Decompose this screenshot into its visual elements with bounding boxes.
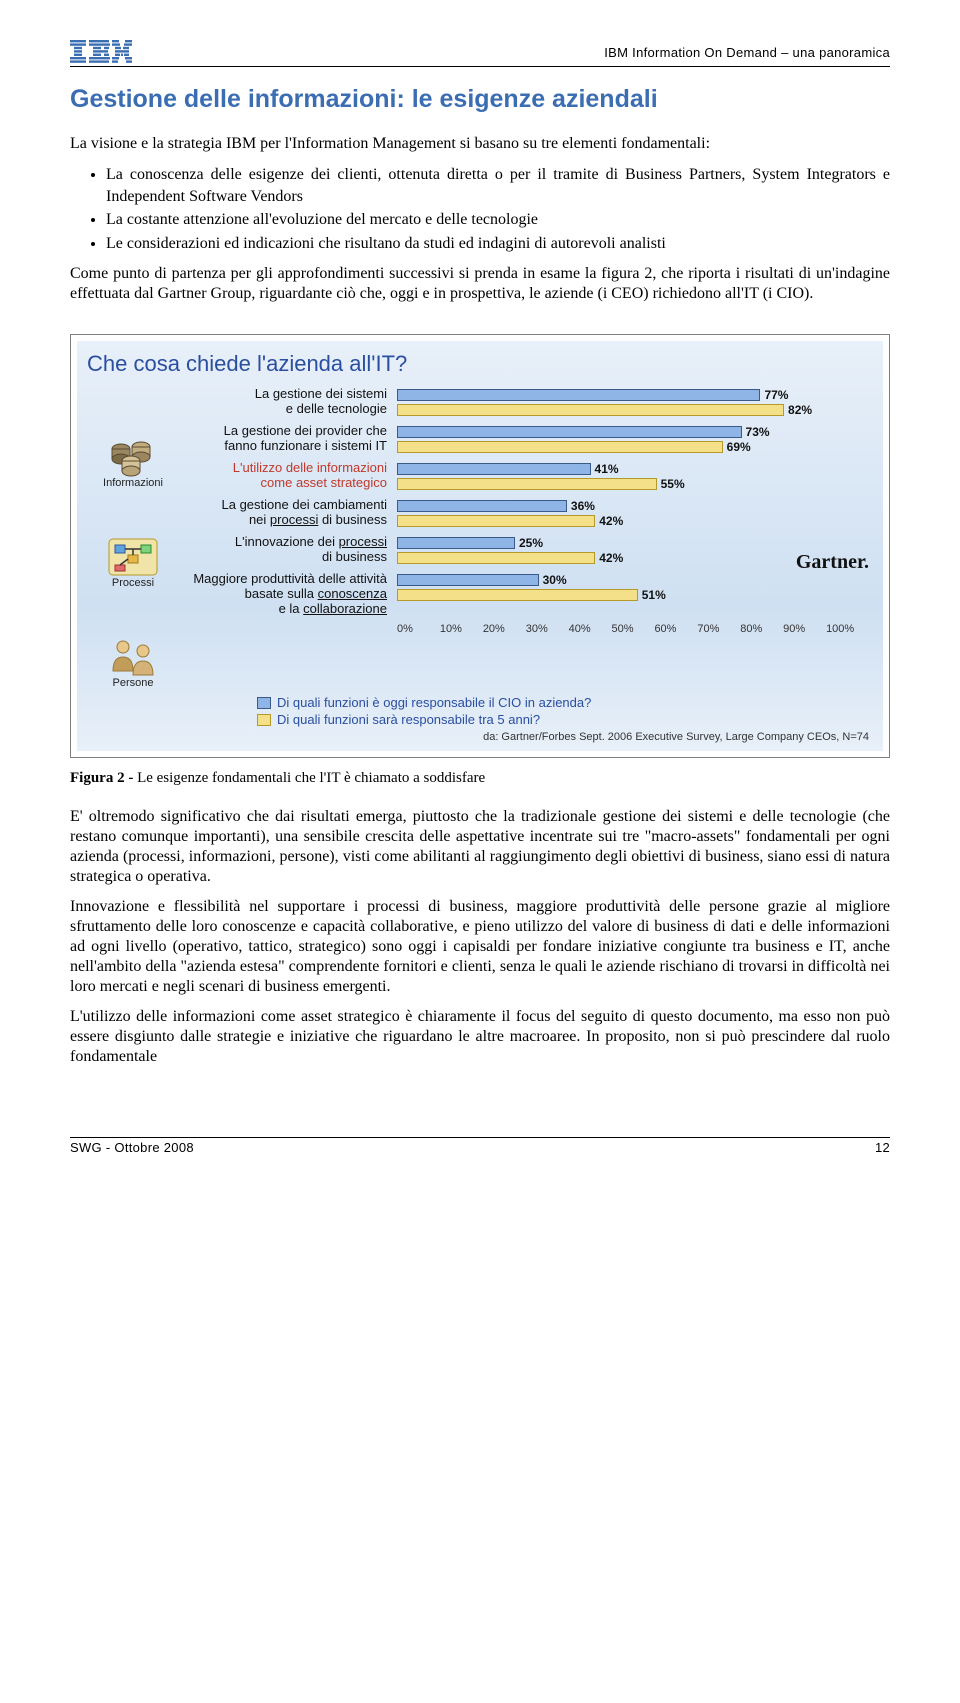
chart-category: La gestione dei cambiamentinei processi … bbox=[187, 498, 869, 529]
chart-category: Maggiore produttività delle attivitàbasa… bbox=[187, 572, 869, 617]
legend-swatch-future bbox=[257, 714, 271, 726]
axis-tick: 60% bbox=[654, 623, 697, 635]
axis-tick: 0% bbox=[397, 623, 440, 635]
bar-pct-future: 55% bbox=[661, 477, 685, 491]
legend-label-now: Di quali funzioni è oggi responsabile il… bbox=[277, 695, 591, 710]
bar-pct-future: 69% bbox=[727, 440, 751, 454]
axis-tick: 90% bbox=[783, 623, 826, 635]
category-label: La gestione dei sistemie delle tecnologi… bbox=[187, 387, 397, 417]
category-label: L'innovazione dei processidi business bbox=[187, 535, 397, 565]
chart-bars-area: La gestione dei sistemie delle tecnologi… bbox=[187, 387, 869, 689]
bar-now bbox=[397, 463, 591, 475]
paragraph-after-bullets: Come punto di partenza per gli approfond… bbox=[70, 264, 890, 304]
icon-label: Processi bbox=[112, 577, 154, 589]
icon-label: Informazioni bbox=[103, 477, 163, 489]
chart-body: Informazioni bbox=[87, 387, 869, 689]
bar-now bbox=[397, 537, 515, 549]
paragraph-4: L'utilizzo delle informazioni come asset… bbox=[70, 1007, 890, 1067]
list-item: Le considerazioni ed indicazioni che ris… bbox=[106, 233, 890, 255]
page-header: IBM Information On Demand – una panorami… bbox=[70, 40, 890, 67]
chart-category: L'utilizzo delle informazionicome asset … bbox=[187, 461, 869, 492]
footer-pagenum: 12 bbox=[875, 1140, 890, 1155]
icon-label: Persone bbox=[113, 677, 154, 689]
category-label: Maggiore produttività delle attivitàbasa… bbox=[187, 572, 397, 617]
axis-tick: 100% bbox=[826, 623, 869, 635]
bar-pct-now: 77% bbox=[764, 388, 788, 402]
legend-label-future: Di quali funzioni sarà responsabile tra … bbox=[277, 712, 540, 727]
bar-pct-future: 51% bbox=[642, 588, 666, 602]
processi-icon: Processi bbox=[87, 537, 179, 589]
category-label: L'utilizzo delle informazionicome asset … bbox=[187, 461, 397, 491]
intro-paragraph: La visione e la strategia IBM per l'Info… bbox=[70, 134, 890, 154]
ibm-logo-icon bbox=[70, 40, 132, 64]
bar-future bbox=[397, 478, 657, 490]
bar-future bbox=[397, 441, 723, 453]
bar-future bbox=[397, 552, 595, 564]
axis-tick: 20% bbox=[483, 623, 526, 635]
figure-caption: Figura 2 - Le esigenze fondamentali che … bbox=[70, 770, 890, 787]
bar-future bbox=[397, 404, 784, 416]
bar-now bbox=[397, 389, 760, 401]
bar-now bbox=[397, 574, 539, 586]
bar-future bbox=[397, 589, 638, 601]
chart-category: La gestione dei provider chefanno funzio… bbox=[187, 424, 869, 455]
chart-left-icons: Informazioni bbox=[87, 387, 179, 689]
chart-panel: Che cosa chiede l'azienda all'IT? Gartne… bbox=[77, 341, 883, 751]
category-label: La gestione dei cambiamentinei processi … bbox=[187, 498, 397, 528]
bar-pct-now: 25% bbox=[519, 536, 543, 550]
bar-now bbox=[397, 426, 742, 438]
bullet-list: La conoscenza delle esigenze dei clienti… bbox=[106, 164, 890, 254]
chart-source: da: Gartner/Forbes Sept. 2006 Executive … bbox=[87, 731, 869, 743]
bar-pct-future: 42% bbox=[599, 551, 623, 565]
document-page: IBM Information On Demand – una panorami… bbox=[0, 0, 960, 1185]
informazioni-icon: Informazioni bbox=[87, 437, 179, 489]
axis-tick: 10% bbox=[440, 623, 483, 635]
axis-tick: 70% bbox=[697, 623, 740, 635]
persone-icon: Persone bbox=[87, 637, 179, 689]
bar-pct-future: 42% bbox=[599, 514, 623, 528]
axis-tick: 50% bbox=[612, 623, 655, 635]
axis-tick: 40% bbox=[569, 623, 612, 635]
list-item: La conoscenza delle esigenze dei clienti… bbox=[106, 164, 890, 207]
bar-pct-now: 36% bbox=[571, 499, 595, 513]
axis-tick: 30% bbox=[526, 623, 569, 635]
chart-category: La gestione dei sistemie delle tecnologi… bbox=[187, 387, 869, 418]
bar-pct-now: 73% bbox=[746, 425, 770, 439]
chart-legend: Di quali funzioni è oggi responsabile il… bbox=[257, 695, 869, 727]
section-title: Gestione delle informazioni: le esigenze… bbox=[70, 85, 890, 114]
list-item: La costante attenzione all'evoluzione de… bbox=[106, 209, 890, 231]
paragraph-2: E' oltremodo significativo che dai risul… bbox=[70, 807, 890, 887]
caption-text: Le esigenze fondamentali che l'IT è chia… bbox=[137, 770, 485, 786]
caption-prefix: Figura 2 - bbox=[70, 770, 137, 786]
bar-pct-now: 30% bbox=[543, 573, 567, 587]
axis-tick: 80% bbox=[740, 623, 783, 635]
chart-title: Che cosa chiede l'azienda all'IT? bbox=[87, 351, 869, 377]
bar-future bbox=[397, 515, 595, 527]
category-label: La gestione dei provider chefanno funzio… bbox=[187, 424, 397, 454]
bar-pct-now: 41% bbox=[595, 462, 619, 476]
footer-left: SWG - Ottobre 2008 bbox=[70, 1140, 194, 1155]
paragraph-3: Innovazione e flessibilità nel supportar… bbox=[70, 897, 890, 997]
bar-now bbox=[397, 500, 567, 512]
legend-item-future: Di quali funzioni sarà responsabile tra … bbox=[257, 712, 869, 727]
figure-2-frame: Che cosa chiede l'azienda all'IT? Gartne… bbox=[70, 334, 890, 758]
chart-category: L'innovazione dei processidi business 25%… bbox=[187, 535, 869, 566]
legend-swatch-now bbox=[257, 697, 271, 709]
page-footer: SWG - Ottobre 2008 12 bbox=[70, 1137, 890, 1155]
header-subtitle: IBM Information On Demand – una panorami… bbox=[604, 45, 890, 60]
bar-pct-future: 82% bbox=[788, 403, 812, 417]
legend-item-now: Di quali funzioni è oggi responsabile il… bbox=[257, 695, 869, 710]
